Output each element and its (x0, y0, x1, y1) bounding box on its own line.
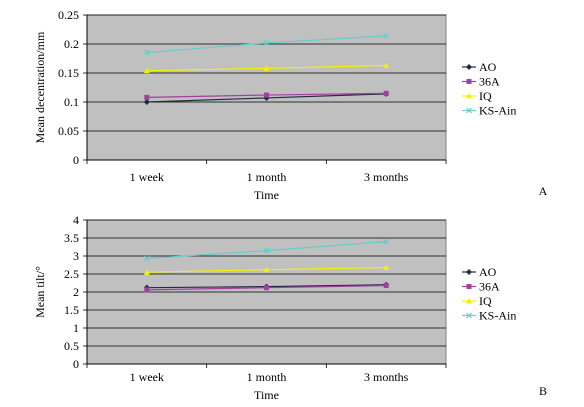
y-tick-label: 1 (73, 321, 79, 335)
marker-stroke (383, 238, 390, 245)
legend-item: AO (462, 60, 497, 74)
series-ks-ain (143, 32, 390, 56)
legend-item: 36A (462, 75, 500, 89)
data-point (383, 32, 390, 39)
marker-stroke (466, 312, 472, 319)
marker-stroke (143, 49, 150, 56)
data-point (143, 67, 150, 74)
legend-item: KS-Ain (462, 309, 516, 323)
x-axis-title: Time (254, 188, 279, 202)
legend-label: KS-Ain (479, 104, 516, 118)
legend-marker (466, 107, 472, 114)
y-tick-label: 3.5 (64, 231, 79, 245)
data-point (264, 92, 269, 98)
panel-label: B (539, 384, 547, 398)
data-point (143, 255, 150, 262)
series-36a (144, 90, 389, 100)
y-tick-label: 0 (73, 153, 79, 167)
data-point (383, 264, 390, 271)
data-point (383, 238, 390, 245)
y-tick-label: 2 (73, 285, 79, 299)
series-ks-ain (143, 238, 390, 262)
legend-label: 36A (479, 75, 500, 89)
panel-label: A (539, 184, 548, 198)
series-iq (143, 264, 390, 275)
y-tick-label: 0.25 (58, 8, 79, 22)
data-point (263, 39, 270, 46)
data-point (263, 65, 270, 71)
legend-label: AO (479, 60, 497, 74)
legend-item: KS-Ain (462, 104, 516, 118)
legend-label: 36A (479, 280, 500, 294)
chart-decentration: 0 0.05 0.1 0.15 0.2 0.25 1 week 1 month 3 months… (33, 8, 548, 202)
marker-stroke (466, 107, 472, 114)
y-tick-label: 0.05 (58, 124, 79, 138)
data-point (263, 247, 270, 254)
y-tick-label: 0.1 (64, 95, 79, 109)
marker-stroke (383, 32, 390, 39)
y-tick-label: 1.5 (64, 303, 79, 317)
y-axis-title: Mean tilt/° (33, 266, 47, 318)
x-tick-label: 1 week (130, 370, 164, 384)
y-tick-label: 0.5 (64, 339, 79, 353)
legend-marker (466, 64, 472, 70)
legend-label: IQ (479, 294, 492, 308)
data-point (143, 269, 150, 275)
legend-item: IQ (462, 294, 492, 308)
plot-area (86, 14, 447, 161)
y-tick-label: 4 (73, 213, 79, 227)
data-point (383, 90, 389, 96)
data-point (383, 62, 390, 68)
x-axis-title: Time (254, 388, 279, 402)
y-axis-title: Mean decentration/mm (33, 31, 47, 143)
legend-marker (466, 269, 472, 275)
chart-tilt: 0 0.5 1 1.5 2 2.5 3 3.5 4 1 week 1 month 3 months Ti… (33, 213, 547, 402)
legend-label: AO (479, 265, 497, 279)
data-point (383, 283, 389, 289)
data-point (143, 99, 150, 105)
legend-label: IQ (479, 89, 492, 103)
x-tick-label: 1 week (130, 170, 164, 184)
legend-marker (466, 312, 472, 319)
marker-stroke (143, 255, 150, 262)
y-tick-label: 0.15 (58, 66, 79, 80)
data-point (264, 285, 269, 291)
x-tick-label: 3 months (364, 370, 409, 384)
legend-marker (466, 284, 472, 289)
y-tick-label: 3 (73, 249, 79, 263)
data-point (143, 49, 150, 56)
data-point (144, 287, 150, 293)
legend-item: AO (462, 265, 497, 279)
data-point (263, 266, 270, 273)
series-36a (144, 283, 389, 293)
series-iq (143, 62, 390, 74)
x-tick-label: 3 months (364, 170, 409, 184)
x-tick-label: 1 month (247, 170, 287, 184)
legend-label: KS-Ain (479, 309, 516, 323)
legend-marker (466, 79, 472, 84)
marker-stroke (263, 39, 270, 46)
y-tick-label: 0.2 (64, 37, 79, 51)
y-tick-label: 0 (73, 357, 79, 371)
x-tick-label: 1 month (247, 370, 287, 384)
legend-marker (466, 93, 472, 99)
legend-item: 36A (462, 280, 500, 294)
data-point (144, 94, 150, 100)
y-tick-label: 2.5 (64, 267, 79, 281)
marker-stroke (263, 247, 270, 254)
legend-item: IQ (462, 89, 492, 103)
legend-marker (466, 298, 472, 304)
